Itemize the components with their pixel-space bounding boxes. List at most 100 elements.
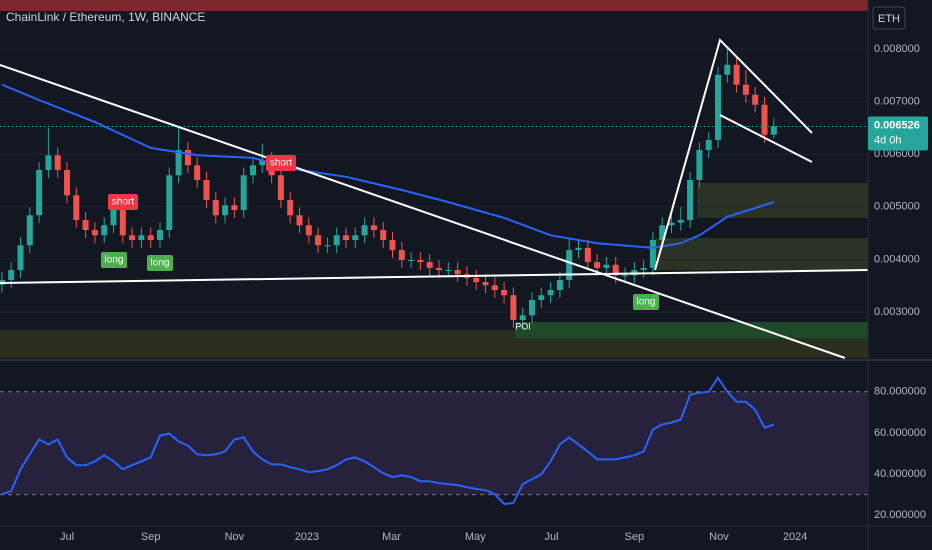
candle-body: [175, 150, 182, 176]
candle-body: [333, 235, 340, 246]
candle-body: [287, 200, 294, 216]
annotation: POI: [515, 321, 531, 331]
trend-line: [719, 114, 813, 163]
candle-body: [752, 94, 759, 105]
countdown: 4d 0h: [874, 134, 902, 146]
candle-body: [389, 240, 396, 250]
candle-body: [408, 260, 415, 261]
candle-body: [91, 230, 98, 236]
candle-body: [194, 165, 201, 180]
zone: [697, 183, 868, 218]
y-tick-label: 0.004000: [874, 253, 920, 265]
candle-body: [361, 225, 368, 236]
annotations: short short long long long POI: [101, 155, 659, 331]
candle-body: [473, 277, 480, 283]
y-tick-label: 60.000000: [874, 427, 926, 439]
rsi-band: [0, 391, 868, 495]
candle-body: [640, 267, 647, 270]
y-tick-label: 80.000000: [874, 386, 926, 398]
candle-body: [26, 215, 33, 246]
trend-lines: [0, 38, 869, 359]
annotation-box: [266, 155, 296, 171]
annotation: short: [270, 158, 292, 169]
candle-body: [621, 275, 628, 277]
candle-body: [677, 220, 684, 223]
currency[interactable]: ETH: [878, 13, 900, 25]
y-tick-label: 0.003000: [874, 306, 920, 318]
candle-body: [612, 264, 619, 276]
candle-body: [184, 150, 191, 166]
candle-body: [445, 270, 452, 271]
x-tick-label: Nov: [225, 531, 245, 543]
candle-body: [584, 247, 591, 263]
candle-body: [73, 195, 80, 220]
candle-body: [454, 270, 461, 275]
candle-body: [129, 235, 136, 240]
x-tick-label: Jul: [60, 531, 74, 543]
y-tick-label: 0.008000: [874, 43, 920, 55]
x-tick-label: Nov: [709, 531, 729, 543]
candle-body: [668, 222, 675, 226]
candle-body: [705, 140, 712, 150]
candle-body: [510, 295, 517, 320]
panes: [0, 48, 868, 506]
candle-body: [119, 210, 126, 236]
candle-body: [603, 264, 610, 268]
candle-body: [566, 250, 573, 280]
x-tick-label: 2023: [295, 531, 319, 543]
candle-body: [166, 175, 173, 230]
candle-body: [45, 155, 52, 170]
trend-line: [0, 64, 846, 359]
candle-body: [249, 165, 256, 176]
candle-body: [231, 205, 238, 210]
candle-body: [417, 260, 424, 263]
candle-body: [426, 262, 433, 268]
last-price-label: 0.006526: [874, 119, 920, 131]
candle-body: [222, 205, 229, 216]
annotation-box: [147, 255, 173, 271]
candle-body: [538, 295, 545, 300]
chart-title: ChainLink / Ethereum, 1W, BINANCE: [6, 10, 205, 24]
annotation-box: [101, 252, 127, 268]
annotation: short: [112, 197, 134, 208]
x-tick-label: Jul: [544, 531, 558, 543]
x-tick-label: Sep: [141, 531, 161, 543]
candle-body: [156, 230, 163, 240]
candle-body: [101, 225, 108, 236]
candle-body: [594, 262, 601, 268]
candle-body: [435, 267, 442, 270]
candle-body: [659, 225, 666, 240]
x-tick-label: Sep: [625, 531, 645, 543]
candle-body: [547, 290, 554, 296]
x-tick-label: 2024: [783, 531, 807, 543]
candle-body: [370, 225, 377, 230]
candle-body: [770, 126, 777, 135]
moving-average: [1, 83, 775, 249]
candle-body: [687, 180, 694, 220]
x-tick-label: Mar: [382, 531, 401, 543]
currency-box[interactable]: [872, 6, 906, 30]
candle-body: [398, 250, 405, 260]
candle-body: [482, 282, 489, 286]
last-price-box: [868, 116, 928, 151]
y-tick-label: 0.007000: [874, 95, 920, 107]
y-tick-label: 0.006000: [874, 148, 920, 160]
candle-body: [714, 74, 721, 140]
candle-body: [212, 200, 219, 216]
candle-body: [296, 215, 303, 226]
candle-body: [17, 245, 24, 270]
zone: [655, 238, 868, 270]
candle-body: [380, 230, 387, 240]
zone: [515, 322, 868, 338]
candle-body: [649, 240, 656, 268]
candle-body: [491, 285, 498, 290]
candle-body: [259, 160, 266, 166]
candle-body: [761, 104, 768, 135]
annotation-box: [633, 294, 659, 310]
trend-line: [0, 269, 869, 284]
candle-body: [724, 64, 731, 75]
annotation: long: [151, 258, 170, 269]
candle-body: [8, 270, 15, 280]
x-tick-label: May: [465, 531, 486, 543]
